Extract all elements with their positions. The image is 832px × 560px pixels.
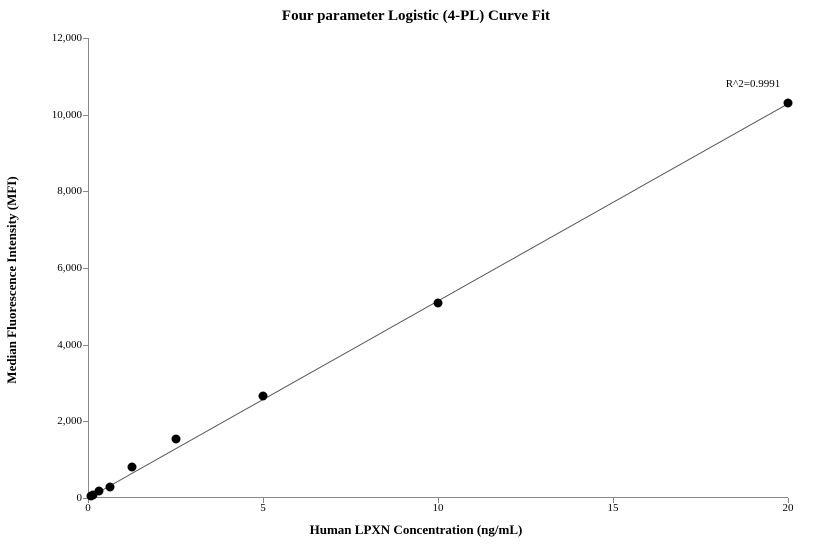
x-tick-label: 10 — [433, 502, 444, 514]
y-tick-mark — [83, 268, 88, 269]
y-tick-label: 10,000 — [32, 109, 82, 121]
y-axis-label: Median Fluorescence Intensity (MFI) — [4, 176, 20, 383]
y-tick-label: 6,000 — [32, 262, 82, 274]
data-point — [94, 487, 103, 496]
x-tick-label: 15 — [608, 502, 619, 514]
x-axis-label: Human LPXN Concentration (ng/mL) — [0, 522, 832, 538]
y-tick-label: 12,000 — [32, 32, 82, 44]
x-tick-mark — [263, 498, 264, 503]
x-tick-label: 0 — [85, 502, 91, 514]
y-tick-label: 4,000 — [32, 339, 82, 351]
x-tick-mark — [613, 498, 614, 503]
y-tick-mark — [83, 115, 88, 116]
y-tick-mark — [83, 191, 88, 192]
y-tick-label: 8,000 — [32, 185, 82, 197]
x-tick-label: 5 — [260, 502, 266, 514]
x-tick-mark — [438, 498, 439, 503]
data-point — [434, 299, 443, 308]
chart-title: Four parameter Logistic (4-PL) Curve Fit — [0, 8, 832, 25]
data-point — [259, 392, 268, 401]
r-squared-annotation: R^2=0.9991 — [726, 78, 780, 90]
data-point — [784, 99, 793, 108]
x-tick-label: 20 — [783, 502, 794, 514]
data-point — [171, 434, 180, 443]
x-tick-mark — [788, 498, 789, 503]
y-tick-label: 0 — [32, 492, 82, 504]
plot-area — [88, 38, 788, 498]
y-tick-mark — [83, 421, 88, 422]
y-tick-mark — [83, 38, 88, 39]
data-point — [105, 482, 114, 491]
y-tick-label: 2,000 — [32, 415, 82, 427]
chart-container: Four parameter Logistic (4-PL) Curve Fit… — [0, 0, 832, 560]
y-tick-mark — [83, 345, 88, 346]
data-point — [127, 463, 136, 472]
